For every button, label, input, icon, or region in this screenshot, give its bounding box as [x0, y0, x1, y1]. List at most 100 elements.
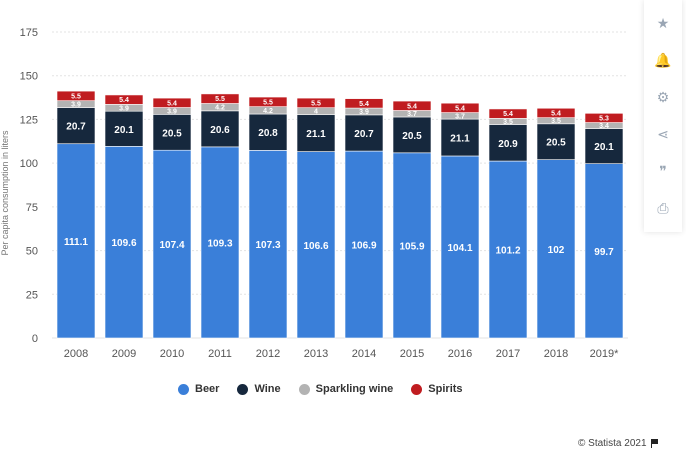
bar-segment-spirits: [584, 113, 624, 123]
y-axis-ticks: 0 25 50 75 100 125 150 175: [20, 27, 38, 345]
bar-segment-beer: [584, 163, 624, 339]
data-label: 5.3: [599, 115, 609, 122]
y-tick-label: 150: [20, 71, 38, 83]
bar-segment-beer: [392, 152, 432, 339]
data-label: 104.1: [447, 243, 472, 254]
data-label: 20.7: [66, 122, 86, 133]
data-label: 5.4: [455, 105, 465, 112]
legend-label-spirits: Spirits: [428, 383, 463, 395]
bar-segment-spirits: [344, 98, 384, 109]
data-label: 20.1: [114, 125, 134, 136]
data-label: 20.5: [402, 131, 422, 142]
bar-segment-beer: [152, 149, 192, 339]
y-tick-label: 0: [32, 333, 38, 345]
data-label: 106.9: [351, 241, 376, 252]
data-label: 107.4: [159, 240, 184, 251]
legend-marker-beer: [178, 383, 189, 395]
bars: 111.120.73.95.5109.620.13.95.4107.420.53…: [56, 90, 624, 339]
data-label: 5.4: [551, 110, 561, 117]
legend-label-sparkling-wine: Sparkling wine: [315, 383, 394, 395]
data-label: 102: [548, 245, 565, 256]
bar-segment-beer: [296, 151, 336, 339]
x-tick-label: 2018: [544, 348, 568, 360]
data-label: 107.3: [255, 240, 280, 251]
x-tick-label: 2019*: [590, 348, 619, 360]
star-icon[interactable]: ★: [656, 14, 670, 31]
x-tick-label: 2011: [208, 348, 232, 360]
bar-segment-spirits: [536, 107, 576, 118]
bar-segment-spirits: [392, 100, 432, 111]
x-tick-label: 2016: [448, 348, 472, 360]
bar-segment-beer: [536, 159, 576, 339]
x-tick-label: 2015: [400, 348, 424, 360]
data-label: 5.5: [215, 96, 225, 103]
data-label: 3.9: [359, 109, 369, 116]
bar-segment-wine: [296, 114, 336, 152]
data-label: 109.6: [111, 238, 136, 249]
data-label: 105.9: [399, 241, 424, 252]
statista-credit[interactable]: © Statista 2021: [578, 438, 659, 449]
data-label: 20.5: [162, 128, 182, 139]
bar-segment-wine: [248, 113, 288, 151]
data-label: 3.5: [503, 119, 513, 126]
action-sidebar: ★ 🔔 ⚙ ⋖ ❞ ⎙: [644, 0, 682, 232]
data-label: 111.1: [64, 237, 88, 248]
bar-segment-wine: [200, 110, 240, 148]
data-label: 5.4: [407, 103, 417, 110]
legend-item-spirits[interactable]: Spirits: [411, 383, 463, 395]
quote-icon[interactable]: ❞: [659, 162, 667, 179]
flag-icon[interactable]: [650, 439, 659, 448]
bar-segment-spirits: [152, 97, 192, 108]
data-label: 5.5: [311, 100, 321, 107]
bell-icon[interactable]: 🔔: [654, 51, 672, 68]
bar-segment-beer: [200, 146, 240, 339]
y-tick-label: 50: [26, 246, 38, 258]
bar-segment-spirits: [440, 102, 480, 113]
bar-segment-beer: [104, 146, 144, 339]
y-tick-label: 75: [26, 202, 38, 214]
x-tick-label: 2008: [64, 348, 88, 360]
print-icon[interactable]: ⎙: [657, 199, 669, 216]
bar-segment-beer: [440, 155, 480, 339]
bar-segment-spirits: [296, 97, 336, 109]
legend-item-beer[interactable]: Beer: [178, 383, 219, 395]
data-label: 20.9: [498, 139, 518, 150]
share-icon[interactable]: ⋖: [657, 125, 669, 142]
gridlines: [52, 31, 628, 339]
data-label: 3.9: [71, 102, 81, 109]
legend-item-sparkling-wine[interactable]: Sparkling wine: [298, 383, 394, 395]
bar-segment-spirits: [488, 108, 528, 119]
legend-marker-sparkling-wine: [298, 383, 310, 395]
data-label: 3.7: [455, 113, 465, 120]
y-tick-label: 125: [20, 114, 38, 126]
data-label: 20.1: [594, 142, 614, 153]
gear-icon[interactable]: ⚙: [656, 88, 670, 105]
data-label: 5.5: [71, 93, 81, 100]
y-tick-label: 175: [20, 27, 38, 39]
bar-segment-wine: [152, 114, 192, 151]
bar-segment-spirits: [104, 94, 144, 105]
credit-text: © Statista 2021: [578, 438, 647, 449]
bar-segment-wine: [56, 107, 96, 145]
data-label: 4.2: [215, 105, 225, 112]
y-tick-label: 25: [26, 289, 38, 301]
data-label: 109.3: [207, 238, 232, 249]
data-label: 5.5: [263, 99, 273, 106]
y-tick-label: 100: [20, 158, 38, 170]
data-label: 3.9: [167, 108, 177, 115]
data-label: 4.2: [263, 108, 273, 115]
data-label: 3.5: [551, 118, 561, 125]
legend-label-beer: Beer: [195, 383, 220, 395]
legend-item-wine[interactable]: Wine: [237, 383, 281, 395]
x-tick-label: 2009: [112, 348, 136, 360]
data-label: 101.2: [495, 246, 520, 257]
legend: Beer Wine Sparkling wine Spirits: [178, 383, 463, 395]
data-label: 5.4: [167, 100, 177, 107]
bar-segment-beer: [344, 150, 384, 339]
data-label: 3.4: [599, 123, 609, 130]
bar-segment-wine: [488, 124, 528, 162]
x-tick-label: 2013: [304, 348, 328, 360]
data-label: 3.9: [119, 105, 129, 112]
data-label: 3.7: [407, 111, 417, 118]
